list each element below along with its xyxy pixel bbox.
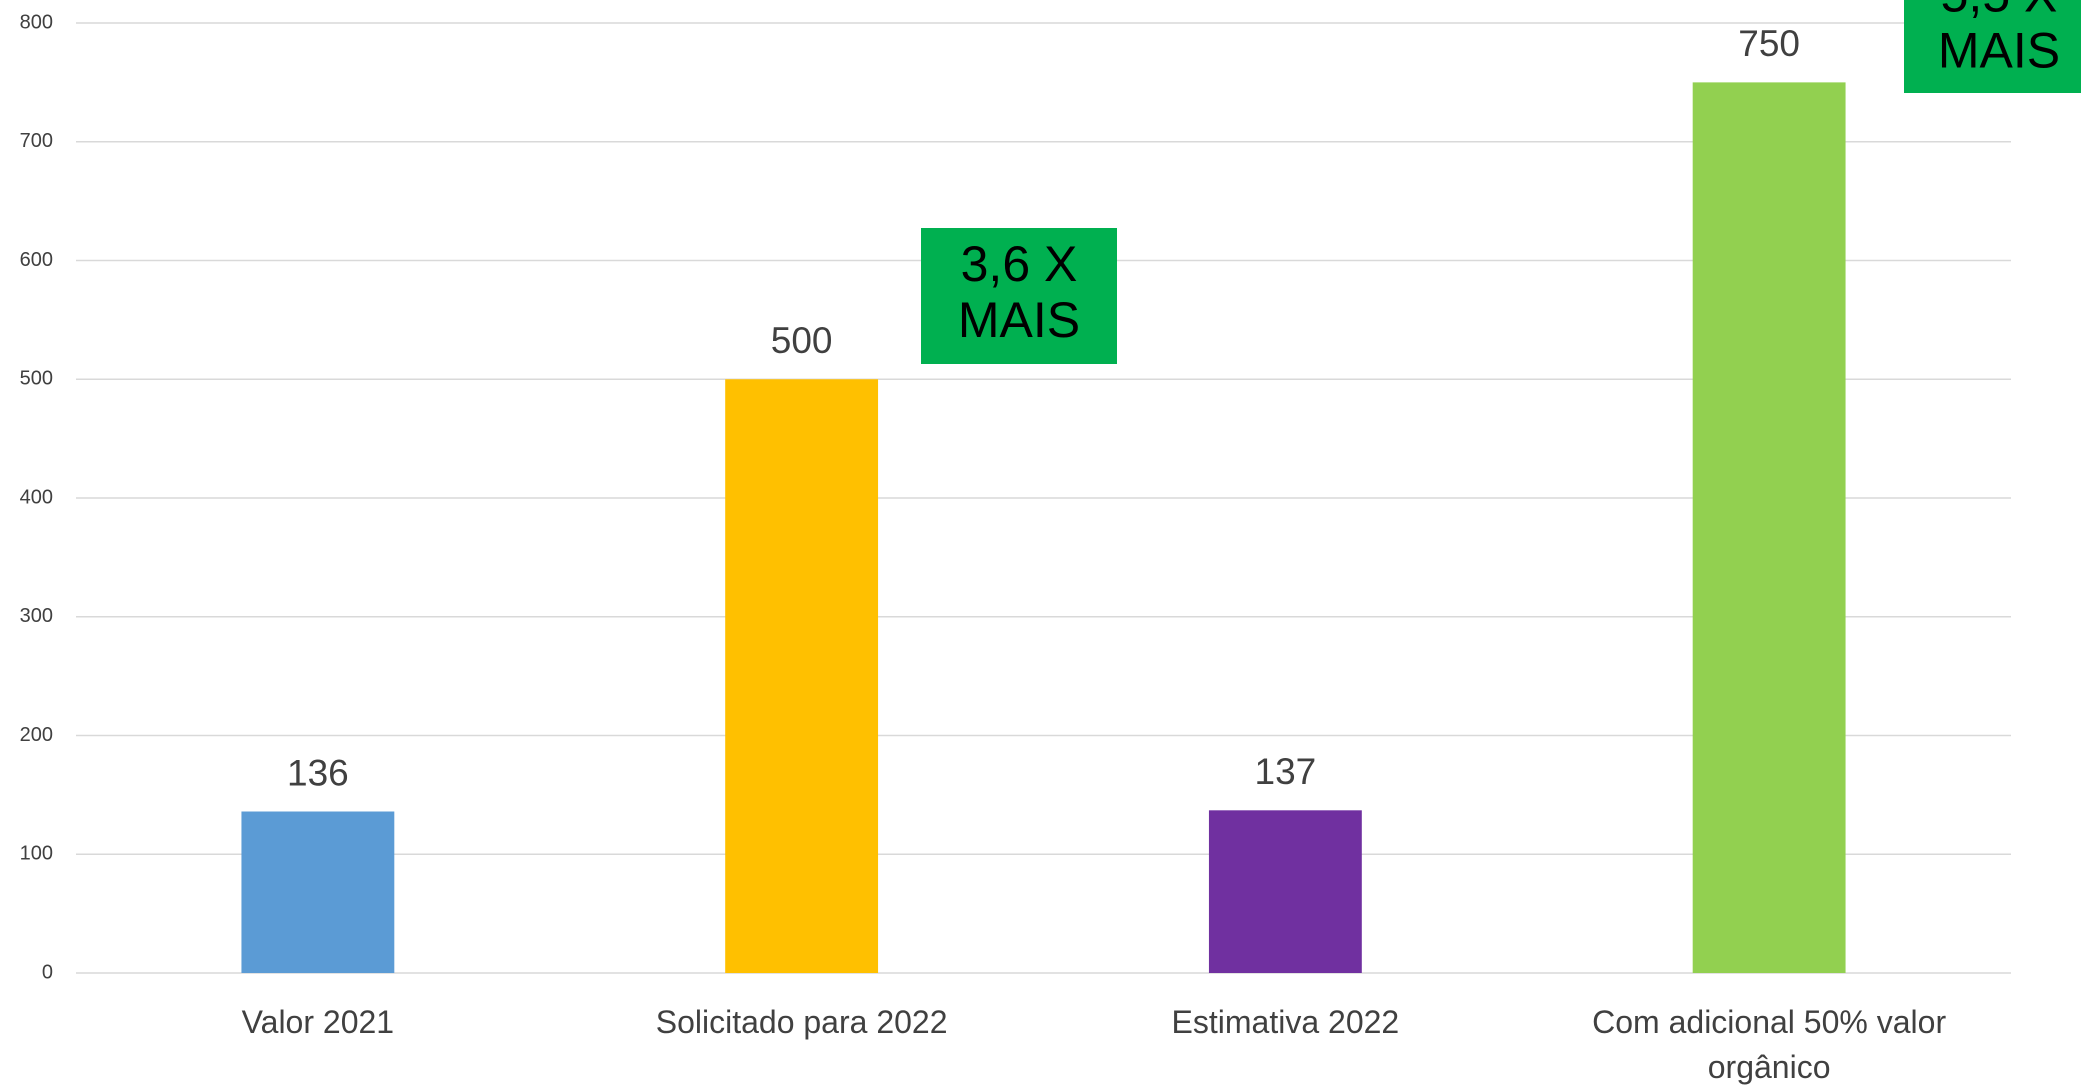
x-tick-label: Estimativa 2022	[1171, 1004, 1400, 1040]
y-tick-label: 800	[20, 11, 53, 33]
y-tick-label: 500	[20, 368, 53, 390]
value-label: 136	[287, 752, 349, 793]
annotation-text: 3,6 X	[961, 236, 1078, 292]
annotation-box	[921, 228, 1117, 364]
y-tick-label: 600	[20, 249, 53, 271]
x-tick-label: Solicitado para 2022	[655, 1004, 948, 1040]
x-tick-label: Com adicional 50% valor orgânico	[1592, 1004, 1947, 1085]
y-tick-label: 200	[20, 724, 53, 746]
bar	[241, 811, 395, 973]
y-tick-label: 400	[20, 486, 53, 508]
annotation-text: MAIS	[958, 292, 1080, 348]
value-label: 500	[771, 320, 833, 361]
value-label: 750	[1738, 23, 1800, 64]
annotation-text: MAIS	[1938, 23, 2060, 79]
bar	[725, 379, 879, 973]
y-tick-label: 0	[42, 961, 53, 983]
y-tick-label: 300	[20, 605, 53, 627]
bar	[1208, 810, 1362, 973]
y-tick-label: 100	[20, 843, 53, 865]
annotation-text: 5,5 X	[1941, 0, 2058, 23]
bar	[1692, 82, 1846, 973]
y-tick-label: 700	[20, 130, 53, 152]
annotation-box	[1904, 0, 2081, 93]
x-tick-label: Valor 2021	[241, 1004, 395, 1040]
value-label: 137	[1255, 751, 1317, 792]
